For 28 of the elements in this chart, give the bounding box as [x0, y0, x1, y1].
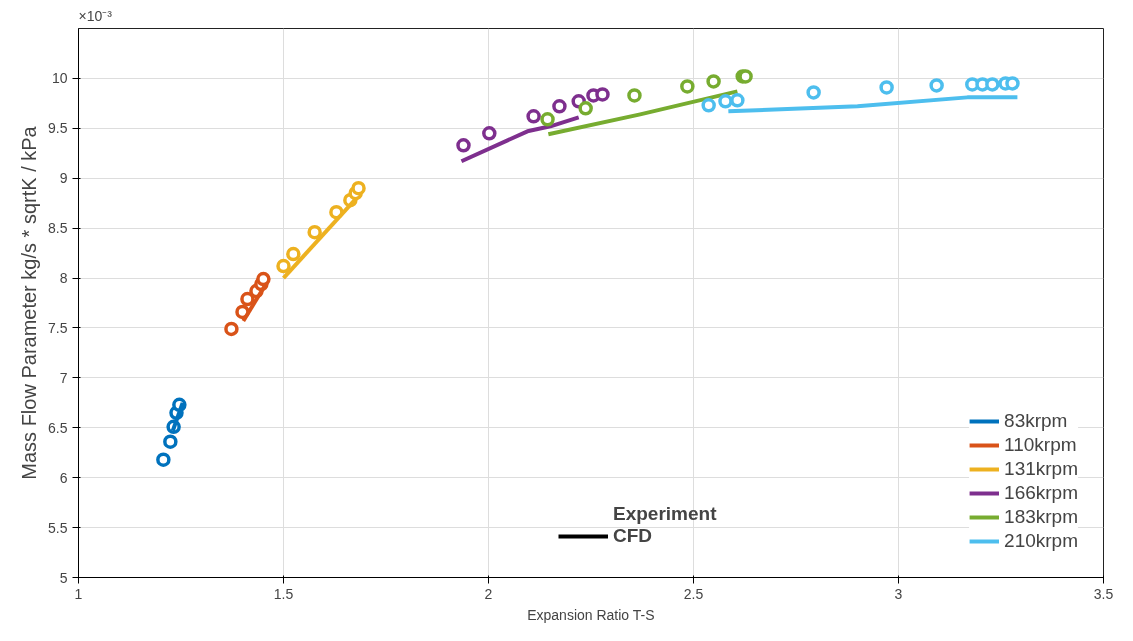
y-tick-label: 5.5: [48, 519, 68, 536]
y-tick-label: 8.5: [48, 220, 68, 237]
x-tick-label: 3: [894, 585, 903, 602]
legend-label: 83krpm: [1004, 410, 1068, 432]
y-tick-label: 6.5: [48, 419, 68, 436]
y-tick-label: 5: [59, 569, 68, 586]
annotation: CFD: [613, 525, 653, 547]
x-tick-label: 3.5: [1093, 585, 1114, 602]
y-tick-label: 6: [59, 469, 68, 486]
y-axis-title: Mass Flow Parameter kg/s * sqrtK / kPa: [18, 125, 41, 480]
annotation: Experiment: [613, 503, 717, 525]
legend-label: 110krpm: [1004, 434, 1077, 456]
legend-label: 166krpm: [1004, 482, 1078, 504]
legend-label: 131krpm: [1004, 458, 1078, 480]
x-axis-title: Expansion Ratio T-S: [527, 606, 655, 623]
y-tick-label: 9: [59, 170, 68, 187]
y-tick-label: 8: [59, 270, 68, 287]
x-tick-label: 1.5: [273, 585, 294, 602]
legend-label: 210krpm: [1004, 530, 1078, 552]
x-tick-label: 1: [74, 585, 83, 602]
legend-label: 183krpm: [1004, 506, 1078, 528]
x-tick-label: 2: [484, 585, 493, 602]
x-tick-label: 2.5: [683, 585, 704, 602]
text: ×10⁻³: [78, 7, 113, 24]
y-tick-label: 7: [59, 369, 68, 386]
y-tick-label: 10: [51, 70, 68, 87]
y-tick-label: 7.5: [48, 319, 68, 336]
y-tick-label: 9.5: [48, 120, 68, 137]
